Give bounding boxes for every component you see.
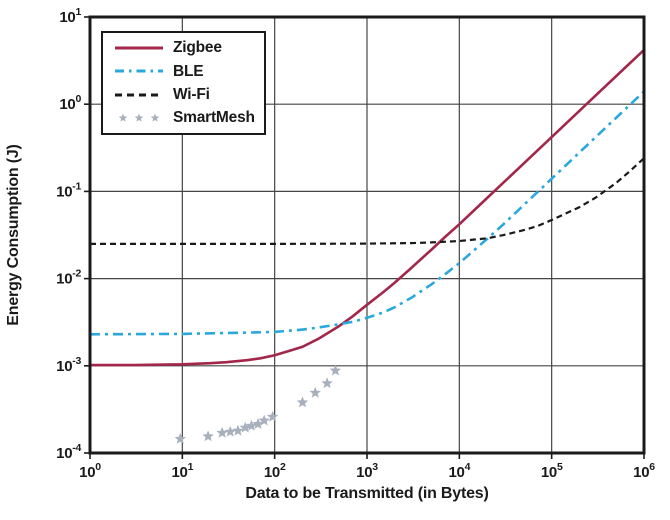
legend-label-wifi: Wi-Fi bbox=[173, 85, 210, 103]
y-axis-label: Energy Consumption (J) bbox=[5, 144, 22, 326]
legend-label-zigbee: Zigbee bbox=[173, 39, 222, 57]
legend-item-zigbee: Zigbee bbox=[114, 37, 260, 59]
x-tick-label: 100 bbox=[79, 461, 101, 481]
wifi-line-sample-icon bbox=[115, 93, 163, 97]
zigbee-line-sample-icon bbox=[115, 46, 163, 50]
x-axis-label: Data to be Transmitted (in Bytes) bbox=[245, 485, 489, 502]
x-tick-label: 106 bbox=[633, 461, 655, 481]
smartmesh-star-marker bbox=[224, 425, 236, 437]
x-tick-label: 101 bbox=[172, 461, 194, 481]
y-tick-label: 10-1 bbox=[56, 180, 81, 200]
smartmesh-star-marker bbox=[321, 377, 333, 389]
y-tick-label: 10-3 bbox=[56, 355, 81, 375]
plot-border bbox=[88, 15, 646, 455]
smartmesh-star-marker bbox=[232, 424, 244, 436]
legend-item-ble: BLE bbox=[114, 60, 260, 82]
legend-label-ble: BLE bbox=[173, 62, 204, 80]
y-tick-label: 10-2 bbox=[56, 268, 81, 288]
y-tick-label: 10-4 bbox=[56, 442, 81, 462]
ble-line-sample-icon bbox=[115, 69, 163, 73]
smartmesh-star-marker bbox=[239, 421, 251, 433]
smartmesh-star-marker bbox=[296, 396, 309, 408]
smartmesh-star-marker bbox=[216, 426, 228, 438]
series-zigbee-line bbox=[90, 48, 645, 367]
smartmesh-star-marker bbox=[309, 386, 321, 398]
smartmesh-stars-sample-icon bbox=[118, 113, 160, 122]
smartmesh-star-marker bbox=[252, 418, 264, 429]
y-tick-label: 100 bbox=[59, 93, 81, 113]
legend-item-wifi: Wi-Fi bbox=[114, 84, 260, 106]
series-ble-line bbox=[89, 90, 645, 336]
legend-label-smartmesh: SmartMesh bbox=[173, 109, 255, 126]
x-tick-label: 102 bbox=[264, 461, 286, 481]
legend: Zigbee BLE Wi-Fi SmartMesh bbox=[101, 31, 266, 135]
smartmesh-star-marker bbox=[202, 430, 214, 442]
x-tick-label: 103 bbox=[356, 461, 378, 481]
legend-item-smartmesh: SmartMesh bbox=[114, 107, 260, 129]
y-tick-label: 101 bbox=[59, 6, 81, 26]
smartmesh-star-marker bbox=[329, 364, 342, 376]
smartmesh-star-marker bbox=[258, 414, 270, 426]
smartmesh-star-marker bbox=[266, 410, 279, 422]
series-wifi-line bbox=[90, 157, 645, 245]
smartmesh-star-marker bbox=[174, 432, 186, 444]
x-tick-label: 104 bbox=[449, 461, 471, 481]
smartmesh-star-marker bbox=[245, 419, 258, 431]
x-tick-label: 105 bbox=[541, 461, 563, 481]
